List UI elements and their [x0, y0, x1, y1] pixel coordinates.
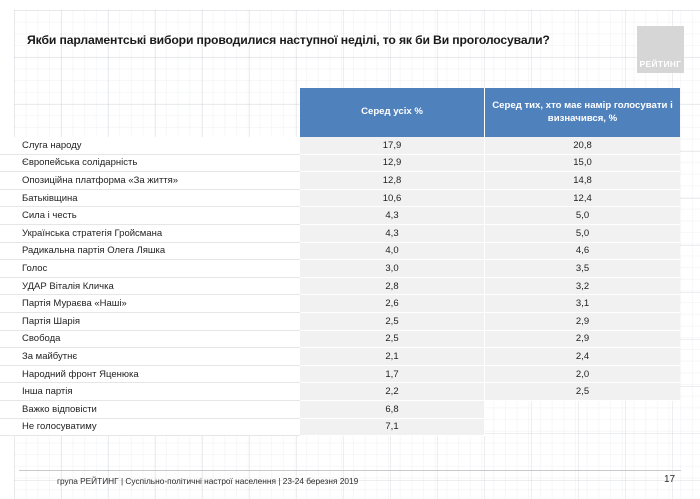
cell-among-decided: [485, 401, 680, 419]
cell-party-name: Інша партія: [0, 383, 300, 401]
cell-party-name: За майбутнє: [0, 348, 300, 366]
cell-among-all: 2,6: [300, 295, 485, 313]
cell-party-name: Свобода: [0, 330, 300, 349]
table-row: Радикальна партія Олега Ляшка 4,0 4,6: [0, 242, 680, 261]
table-row: УДАР Віталія Кличка 2,8 3,2: [0, 277, 680, 296]
header-cell-among-decided: Серед тих, хто має намір голосувати і ви…: [485, 88, 680, 137]
cell-party-name: УДАР Віталія Кличка: [0, 277, 300, 296]
cell-among-all: 2,2: [300, 383, 485, 401]
cell-among-decided: 2,0: [485, 365, 680, 384]
table-row: Народний фронт Яценюка 1,7 2,0: [0, 365, 680, 384]
cell-among-all: 3,0: [300, 260, 485, 278]
table-row: Батьківщина 10,6 12,4: [0, 189, 680, 208]
cell-among-decided: 20,8: [485, 137, 680, 155]
table-row: Слуга народу 17,9 20,8: [0, 137, 680, 155]
cell-party-name: Народний фронт Яценюка: [0, 365, 300, 384]
cell-among-decided: 3,1: [485, 295, 680, 313]
cell-party-name: Українська стратегія Гройсмана: [0, 224, 300, 243]
table-row: Партія Шарія 2,5 2,9: [0, 312, 680, 331]
cell-among-all: 4,3: [300, 224, 485, 243]
cell-among-decided: 4,6: [485, 242, 680, 261]
table-row: Важко відповісти 6,8: [0, 400, 680, 419]
table-row: Сила і честь 4,3 5,0: [0, 207, 680, 225]
results-table: Серед усіх % Серед тих, хто має намір го…: [0, 88, 700, 437]
cell-among-decided: 2,5: [485, 383, 680, 401]
cell-among-decided: [485, 419, 680, 437]
cell-among-decided: 2,9: [485, 312, 680, 331]
cell-among-all: 6,8: [300, 400, 485, 419]
table-row: Партія Мураєва «Наші» 2,6 3,1: [0, 295, 680, 313]
page-number: 17: [664, 474, 676, 485]
cell-party-name: Партія Шарія: [0, 312, 300, 331]
table-row: Свобода 2,5 2,9: [0, 330, 680, 349]
cell-party-name: Сила і честь: [0, 207, 300, 225]
table-row: За майбутнє 2,1 2,4: [0, 348, 680, 366]
table-row: Опозиційна платформа «За життя» 12,8 14,8: [0, 172, 680, 190]
footer-source-text: група РЕЙТИНГ | Суспільно-політичні наст…: [57, 476, 359, 486]
cell-among-decided: 12,4: [485, 189, 680, 208]
cell-among-all: 7,1: [300, 418, 485, 437]
cell-among-decided: 14,8: [485, 172, 680, 190]
cell-party-name: Радикальна партія Олега Ляшка: [0, 242, 300, 261]
cell-among-all: 2,8: [300, 277, 485, 296]
cell-among-all: 2,5: [300, 312, 485, 331]
table-header-row: Серед усіх % Серед тих, хто має намір го…: [0, 88, 680, 137]
cell-among-decided: 3,2: [485, 277, 680, 296]
rating-group-logo: РЕЙТИНГ: [637, 26, 684, 73]
table-row: Європейська солідарність 12,9 15,0: [0, 154, 680, 173]
cell-party-name: Не голосуватиму: [0, 418, 300, 437]
table-row: Українська стратегія Гройсмана 4,3 5,0: [0, 224, 680, 243]
logo-label: РЕЙТИНГ: [639, 59, 682, 69]
cell-among-decided: 2,4: [485, 348, 680, 366]
cell-among-all: 12,8: [300, 172, 485, 190]
cell-among-all: 4,0: [300, 242, 485, 261]
table-body: Слуга народу 17,9 20,8 Європейська солідарн…: [0, 137, 700, 437]
header-cell-among-all: Серед усіх %: [300, 88, 485, 137]
footer-divider: [19, 470, 681, 471]
table-row: Не голосуватиму 7,1: [0, 418, 680, 437]
cell-among-all: 10,6: [300, 189, 485, 208]
cell-among-decided: 5,0: [485, 207, 680, 225]
cell-among-all: 17,9: [300, 137, 485, 155]
cell-party-name: Слуга народу: [0, 137, 300, 155]
cell-among-all: 2,5: [300, 330, 485, 349]
cell-among-decided: 3,5: [485, 260, 680, 278]
cell-party-name: Європейська солідарність: [0, 154, 300, 173]
cell-among-decided: 15,0: [485, 154, 680, 173]
cell-party-name: Партія Мураєва «Наші»: [0, 295, 300, 313]
cell-among-decided: 5,0: [485, 224, 680, 243]
cell-party-name: Голос: [0, 260, 300, 278]
cell-party-name: Батьківщина: [0, 189, 300, 208]
cell-party-name: Опозиційна платформа «За життя»: [0, 172, 300, 190]
cell-among-all: 1,7: [300, 365, 485, 384]
table-row: Інша партія 2,2 2,5: [0, 383, 680, 401]
cell-among-all: 4,3: [300, 207, 485, 225]
header-cell-party: [0, 88, 300, 137]
table-row: Голос 3,0 3,5: [0, 260, 680, 278]
cell-among-all: 2,1: [300, 348, 485, 366]
cell-among-decided: 2,9: [485, 330, 680, 349]
cell-among-all: 12,9: [300, 154, 485, 173]
cell-party-name: Важко відповісти: [0, 400, 300, 419]
page-title: Якби парламентські вибори проводилися на…: [27, 33, 550, 47]
